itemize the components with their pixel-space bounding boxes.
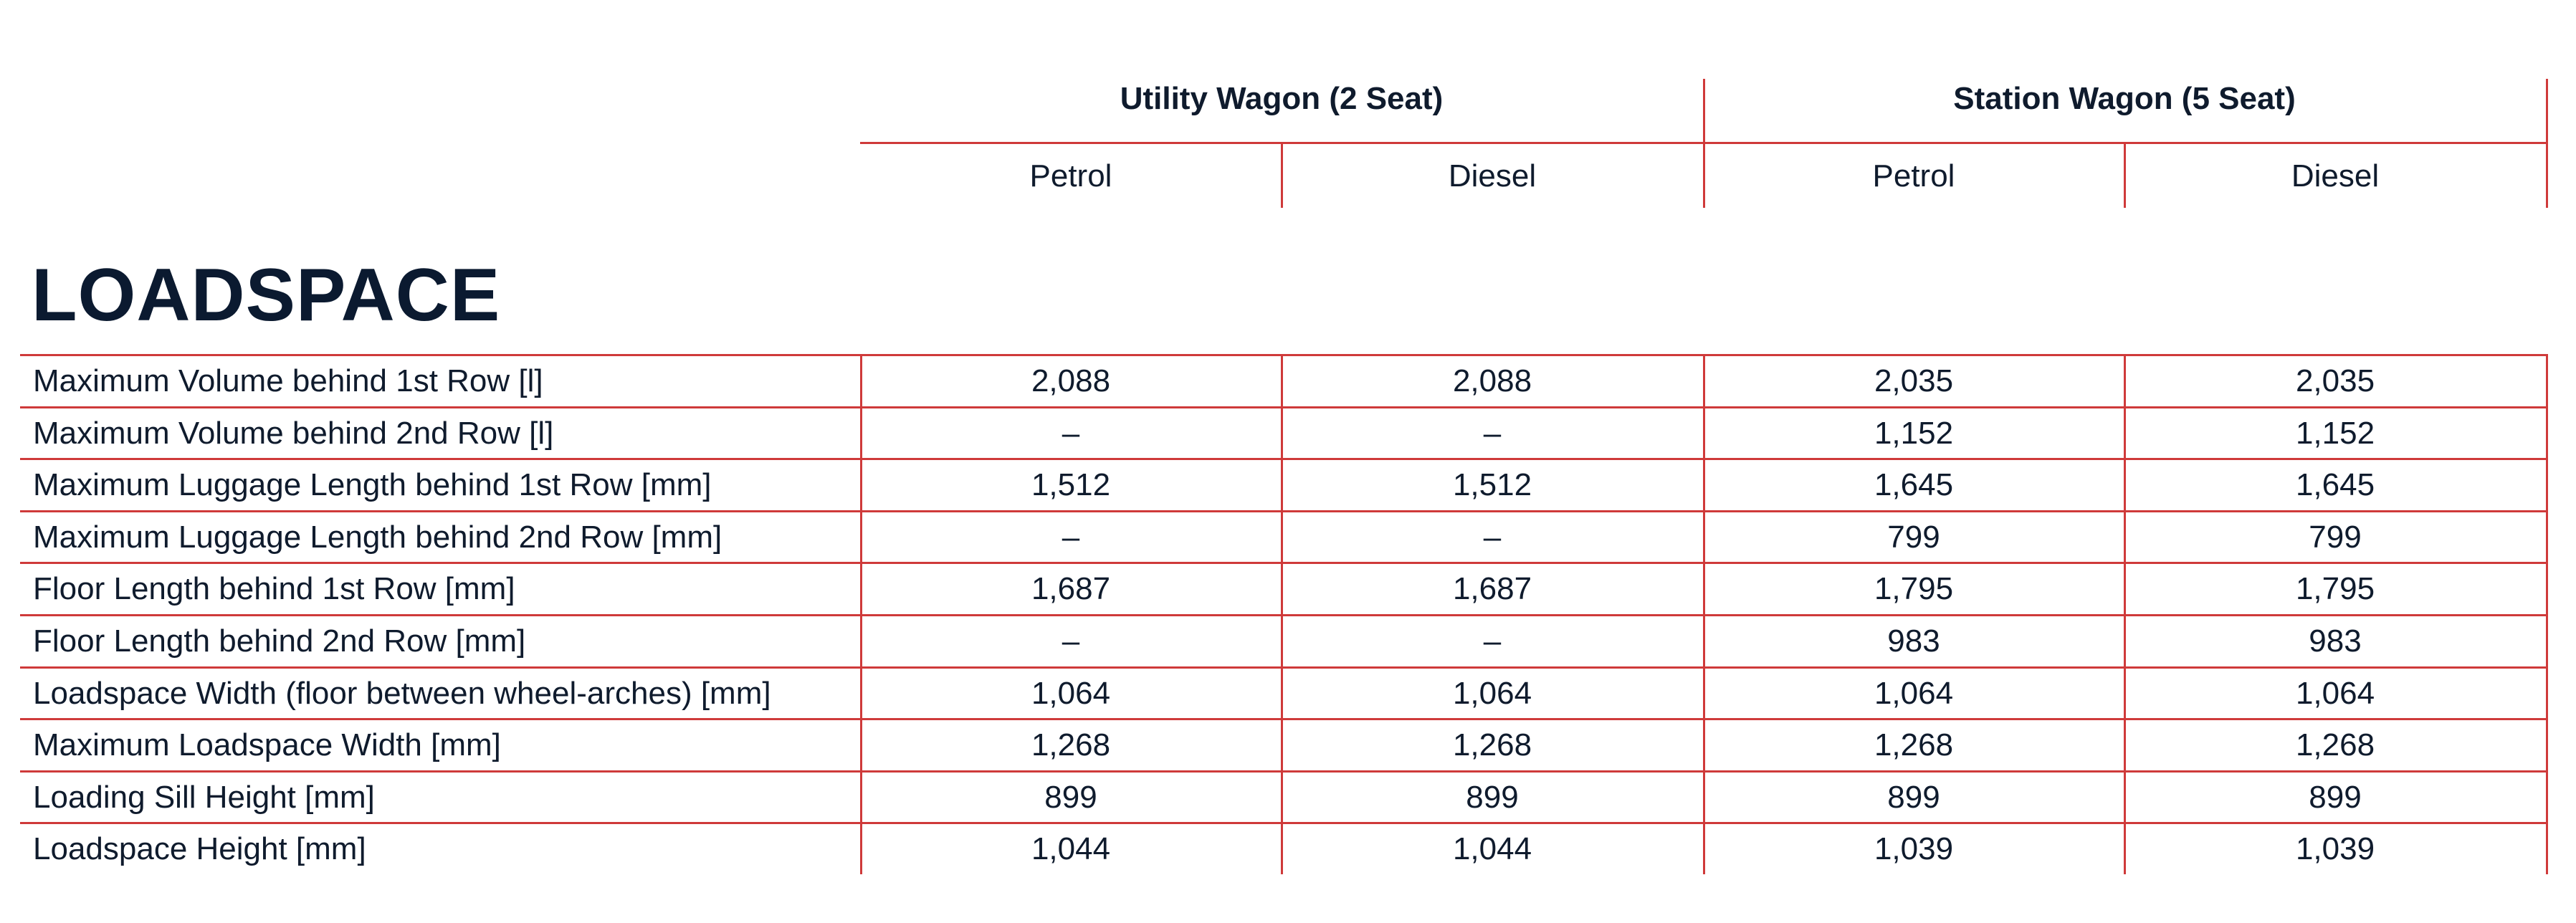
group-title-station-wagon: Station Wagon (5 Seat) [1953, 81, 2296, 116]
table-cell: 1,039 [1874, 831, 1954, 866]
table-cell: 2,088 [1031, 363, 1111, 398]
row-label: Floor Length behind 1st Row [mm] [33, 571, 515, 606]
row-label: Loading Sill Height [mm] [33, 780, 375, 815]
row-rule [20, 666, 2548, 669]
table-cell: 1,687 [1031, 571, 1111, 606]
row-rule [20, 406, 2548, 408]
column-rule [2546, 354, 2548, 874]
header-divider-right [2546, 79, 2548, 208]
row-rule [20, 354, 2548, 356]
table-cell: 1,152 [2295, 416, 2375, 451]
row-rule [20, 718, 2548, 720]
row-label: Maximum Luggage Length behind 1st Row [m… [33, 467, 712, 502]
row-label: Maximum Luggage Length behind 2nd Row [m… [33, 520, 722, 555]
table-cell: 1,064 [1874, 676, 1954, 711]
table-cell: 983 [2309, 623, 2362, 659]
table-cell: 2,035 [2295, 363, 2375, 398]
table-cell: 1,795 [2295, 571, 2375, 606]
table-cell: 1,044 [1452, 831, 1532, 866]
table-cell: 1,268 [1452, 727, 1532, 762]
header-divider-utility-fuel [1281, 142, 1283, 208]
row-rule [20, 562, 2548, 564]
column-rule [2124, 354, 2126, 874]
row-rule [20, 510, 2548, 512]
table-cell: 799 [2309, 520, 2362, 555]
table-cell: 1,512 [1452, 467, 1532, 502]
table-cell: 1,044 [1031, 831, 1111, 866]
table-cell: – [1062, 623, 1080, 659]
row-label: Maximum Volume behind 2nd Row [l] [33, 416, 554, 451]
table-cell: 1,064 [2295, 676, 2375, 711]
table-cell: 1,268 [1031, 727, 1111, 762]
header-divider-groups [1703, 79, 1705, 208]
table-cell: 899 [1887, 780, 1940, 815]
row-rule [20, 822, 2548, 824]
row-rule [20, 458, 2548, 460]
table-cell: 799 [1887, 520, 1940, 555]
fuel-label-station-diesel: Diesel [2291, 158, 2380, 193]
table-cell: 899 [1044, 780, 1097, 815]
table-cell: 1,268 [1874, 727, 1954, 762]
table-cell: 1,512 [1031, 467, 1111, 502]
table-cell: 983 [1887, 623, 1940, 659]
fuel-label-utility-diesel: Diesel [1448, 158, 1537, 193]
table-cell: – [1062, 416, 1080, 451]
table-cell: 1,064 [1031, 676, 1111, 711]
table-cell: 1,064 [1452, 676, 1532, 711]
table-cell: 899 [1466, 780, 1519, 815]
table-cell: 2,035 [1874, 363, 1954, 398]
table-cell: 1,795 [1874, 571, 1954, 606]
table-cell: 899 [2309, 780, 2362, 815]
column-rule [1703, 354, 1705, 874]
column-rule [860, 354, 862, 874]
fuel-label-utility-petrol: Petrol [1029, 158, 1112, 193]
table-cell: – [1483, 623, 1502, 659]
header-divider-station-fuel [2124, 142, 2126, 208]
row-rule [20, 614, 2548, 616]
table-cell: 1,645 [2295, 467, 2375, 502]
table-cell: 1,268 [2295, 727, 2375, 762]
fuel-label-station-petrol: Petrol [1872, 158, 1955, 193]
group-title-utility-wagon: Utility Wagon (2 Seat) [1120, 81, 1444, 116]
row-label: Maximum Loadspace Width [mm] [33, 727, 501, 762]
row-label: Floor Length behind 2nd Row [mm] [33, 623, 526, 659]
column-rule [1281, 354, 1283, 874]
table-cell: – [1062, 520, 1080, 555]
table-cell: 1,152 [1874, 416, 1954, 451]
row-label: Loadspace Width (floor between wheel-arc… [33, 676, 771, 711]
section-title: LOADSPACE [32, 254, 501, 337]
row-rule [20, 770, 2548, 773]
table-cell: 2,088 [1452, 363, 1532, 398]
table-cell: – [1483, 520, 1502, 555]
table-cell: 1,687 [1452, 571, 1532, 606]
table-cell: – [1483, 416, 1502, 451]
table-cell: 1,039 [2295, 831, 2375, 866]
row-label: Maximum Volume behind 1st Row [l] [33, 363, 543, 398]
table-cell: 1,645 [1874, 467, 1954, 502]
row-label: Loadspace Height [mm] [33, 831, 366, 866]
